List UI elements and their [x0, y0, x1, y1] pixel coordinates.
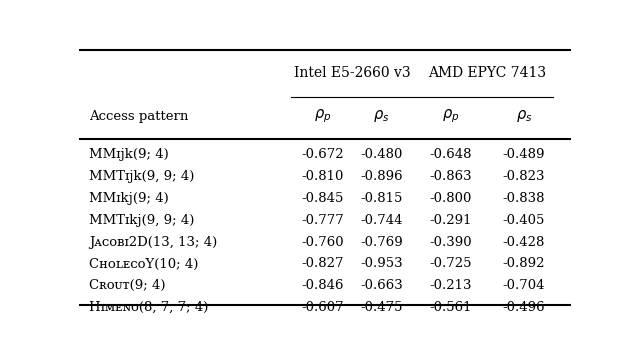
Text: -0.846: -0.846 [301, 279, 344, 292]
Text: Hɪᴍᴇɴᴏ(8, 7, 7; 4): Hɪᴍᴇɴᴏ(8, 7, 7; 4) [89, 301, 209, 314]
Text: $\rho_s$: $\rho_s$ [373, 108, 390, 124]
Text: -0.760: -0.760 [301, 236, 344, 249]
Text: Intel E5-2660 v3: Intel E5-2660 v3 [294, 66, 410, 81]
Text: Jᴀᴄᴏʙɪ2D(13, 13; 4): Jᴀᴄᴏʙɪ2D(13, 13; 4) [89, 236, 217, 249]
Text: MMɪjk(9; 4): MMɪjk(9; 4) [89, 148, 169, 161]
Text: $\rho_s$: $\rho_s$ [515, 108, 532, 124]
Text: Cʀᴏᴜᴛ(9; 4): Cʀᴏᴜᴛ(9; 4) [89, 279, 165, 292]
Text: -0.800: -0.800 [429, 192, 472, 205]
Text: -0.663: -0.663 [360, 279, 403, 292]
Text: $\rho_p$: $\rho_p$ [314, 107, 331, 125]
Text: MMTɪkj(9, 9; 4): MMTɪkj(9, 9; 4) [89, 214, 195, 227]
Text: -0.823: -0.823 [503, 170, 545, 183]
Text: -0.213: -0.213 [429, 279, 472, 292]
Text: -0.777: -0.777 [301, 214, 344, 227]
Text: -0.390: -0.390 [429, 236, 472, 249]
Text: -0.291: -0.291 [429, 214, 472, 227]
Text: $\rho_p$: $\rho_p$ [441, 107, 459, 125]
Text: -0.704: -0.704 [503, 279, 545, 292]
Text: -0.475: -0.475 [360, 301, 403, 314]
Text: MMɪkj(9; 4): MMɪkj(9; 4) [89, 192, 169, 205]
Text: -0.845: -0.845 [301, 192, 344, 205]
Text: -0.769: -0.769 [360, 236, 403, 249]
Text: -0.953: -0.953 [360, 257, 403, 271]
Text: -0.863: -0.863 [429, 170, 472, 183]
Text: -0.744: -0.744 [360, 214, 403, 227]
Text: -0.607: -0.607 [301, 301, 344, 314]
Text: -0.672: -0.672 [301, 148, 344, 161]
Text: MMTɪjk(9, 9; 4): MMTɪjk(9, 9; 4) [89, 170, 195, 183]
Text: -0.480: -0.480 [360, 148, 403, 161]
Text: -0.827: -0.827 [301, 257, 344, 271]
Text: -0.838: -0.838 [503, 192, 545, 205]
Text: -0.892: -0.892 [503, 257, 545, 271]
Text: -0.815: -0.815 [360, 192, 403, 205]
Text: -0.428: -0.428 [503, 236, 545, 249]
Text: -0.496: -0.496 [503, 301, 545, 314]
Text: CʜᴏʟᴇᴄᴏY(10; 4): CʜᴏʟᴇᴄᴏY(10; 4) [89, 257, 198, 271]
Text: -0.896: -0.896 [360, 170, 403, 183]
Text: -0.561: -0.561 [429, 301, 472, 314]
Text: -0.648: -0.648 [429, 148, 472, 161]
Text: -0.489: -0.489 [503, 148, 545, 161]
Text: -0.405: -0.405 [503, 214, 545, 227]
Text: -0.725: -0.725 [429, 257, 472, 271]
Text: -0.810: -0.810 [301, 170, 344, 183]
Text: AMD EPYC 7413: AMD EPYC 7413 [428, 66, 546, 81]
Text: Access pattern: Access pattern [89, 110, 188, 122]
